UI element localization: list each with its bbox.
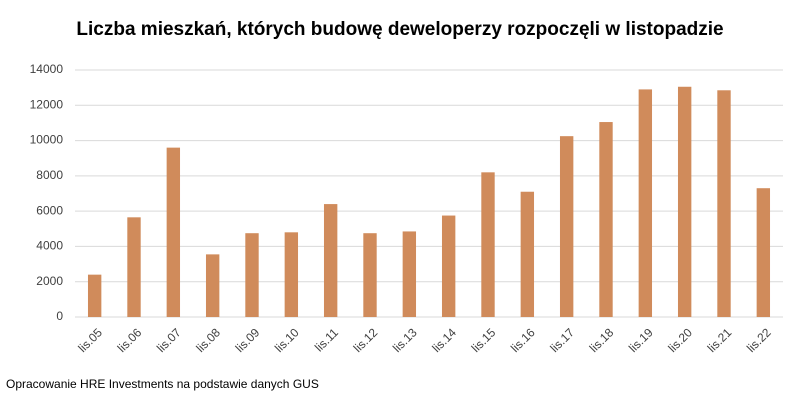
bar <box>166 147 181 317</box>
x-tick-label: lis.16 <box>508 325 538 355</box>
bar <box>756 188 771 317</box>
x-tick-label: lis.14 <box>429 325 459 355</box>
bar <box>520 191 535 317</box>
bar <box>599 122 613 318</box>
y-tick-label: 6000 <box>36 203 63 217</box>
y-tick-label: 2000 <box>36 274 63 288</box>
y-tick-label: 0 <box>56 309 63 323</box>
bar <box>441 215 456 317</box>
x-tick-label: lis.15 <box>469 325 499 355</box>
bar <box>677 86 692 317</box>
x-tick-label: lis.18 <box>587 325 617 355</box>
bar <box>284 232 299 317</box>
x-tick-label: lis.10 <box>272 325 302 355</box>
y-tick-label: 12000 <box>30 97 64 111</box>
bar <box>363 233 377 317</box>
x-tick-label: lis.07 <box>154 325 184 355</box>
y-tick-label: 8000 <box>36 168 63 182</box>
bar <box>323 204 338 317</box>
bar <box>559 136 574 317</box>
bar <box>87 274 102 317</box>
x-tick-label: lis.21 <box>705 325 735 355</box>
bar <box>638 89 653 318</box>
x-tick-label: lis.11 <box>312 325 341 354</box>
bar <box>481 172 495 317</box>
x-tick-label: lis.12 <box>351 325 381 355</box>
bar <box>205 254 220 317</box>
bar <box>717 90 731 318</box>
y-tick-label: 4000 <box>36 239 63 253</box>
x-tick-label: lis.08 <box>193 325 223 355</box>
x-tick-label: lis.20 <box>665 325 695 355</box>
x-tick-label: lis.06 <box>115 325 145 355</box>
chart-title: Liczba mieszkań, których budowę dewelope… <box>76 19 723 40</box>
x-tick-label: lis.19 <box>626 325 656 355</box>
y-tick-label: 14000 <box>30 62 64 76</box>
x-tick-label: lis.09 <box>233 325 263 355</box>
bar <box>245 233 259 317</box>
bar <box>127 217 141 317</box>
bar <box>402 231 417 317</box>
y-tick-label: 10000 <box>30 133 64 147</box>
source-note: Opracowanie HRE Investments na podstawie… <box>6 377 319 391</box>
x-tick-label: lis.13 <box>390 325 420 355</box>
x-tick-label: lis.22 <box>744 325 774 355</box>
x-tick-label: lis.05 <box>75 325 105 355</box>
x-tick-label: lis.17 <box>547 325 577 355</box>
